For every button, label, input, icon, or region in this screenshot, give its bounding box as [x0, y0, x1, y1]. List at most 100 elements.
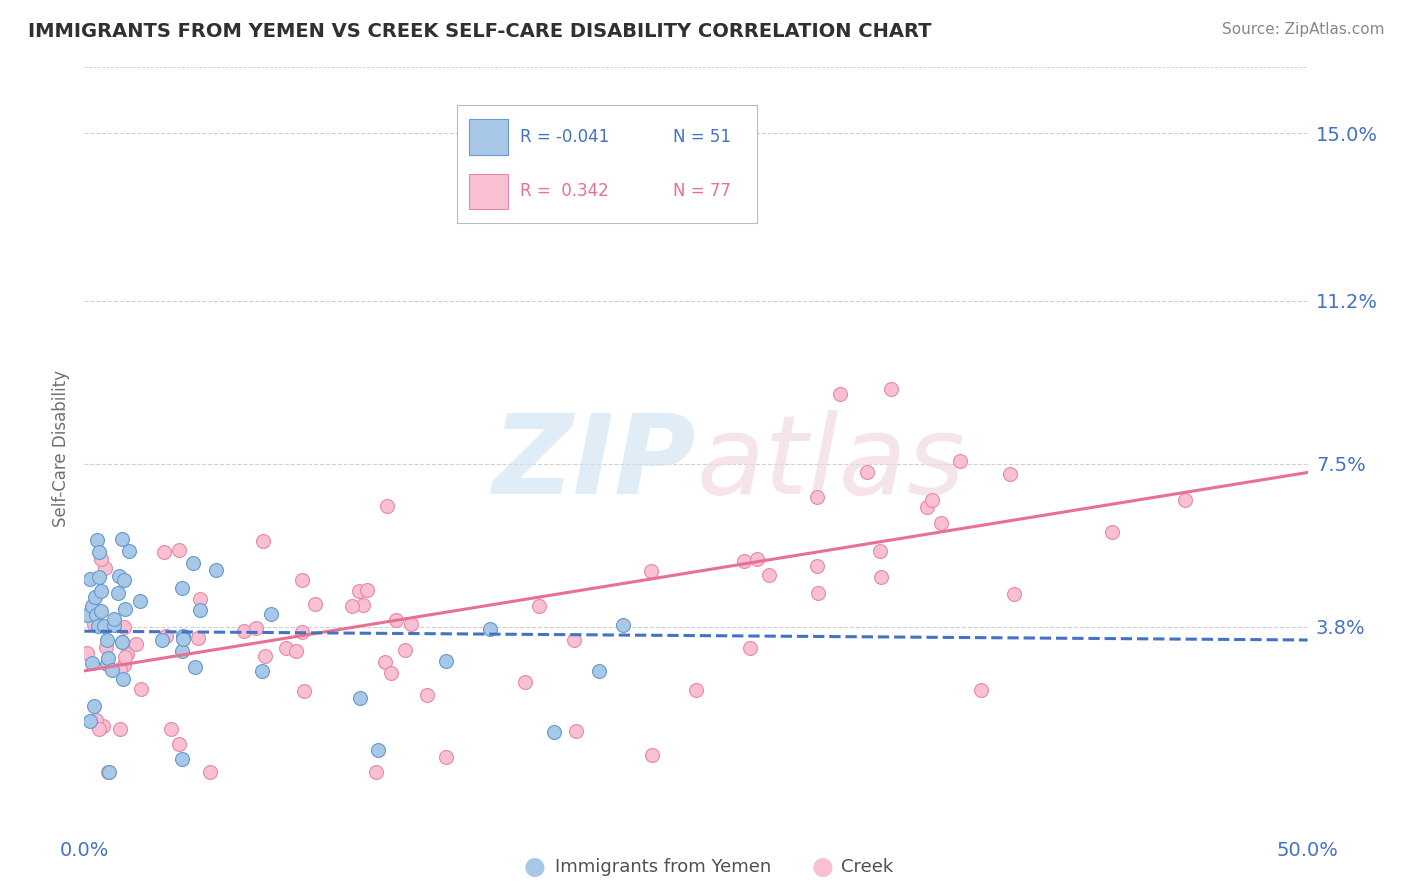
- Point: [83, 616, 105, 631]
- Point: [565, 724, 588, 739]
- Point: [170, 581, 193, 595]
- Point: [90, 604, 112, 618]
- Point: [340, 599, 363, 613]
- Point: [285, 644, 308, 658]
- Point: [807, 586, 830, 600]
- Text: atlas: atlas: [696, 410, 965, 517]
- Point: [172, 632, 194, 647]
- Point: [91, 719, 114, 733]
- Point: [380, 665, 402, 680]
- Point: [167, 543, 190, 558]
- Point: [90, 551, 112, 566]
- Point: [366, 765, 388, 780]
- Point: [869, 544, 891, 558]
- Point: [250, 664, 273, 678]
- Point: [254, 649, 277, 664]
- Point: [347, 583, 370, 598]
- Point: [915, 500, 938, 514]
- Point: [184, 660, 207, 674]
- Point: [733, 554, 755, 568]
- Point: [588, 664, 610, 678]
- Point: [89, 570, 111, 584]
- Point: [478, 622, 501, 636]
- Point: [103, 617, 125, 632]
- Point: [352, 598, 374, 612]
- Point: [513, 674, 536, 689]
- Point: [86, 533, 108, 547]
- Point: [111, 635, 134, 649]
- Point: [529, 599, 551, 613]
- Point: [89, 584, 111, 599]
- Point: [172, 752, 194, 766]
- Point: [101, 663, 124, 677]
- Point: [84, 713, 107, 727]
- Point: [745, 552, 768, 566]
- Point: [740, 640, 762, 655]
- Point: [188, 603, 211, 617]
- Point: [1174, 492, 1197, 507]
- Point: [103, 612, 125, 626]
- Point: [612, 618, 634, 632]
- Point: [998, 467, 1021, 481]
- Point: [115, 647, 138, 661]
- Point: [76, 607, 98, 622]
- Point: [259, 607, 281, 621]
- Point: [274, 640, 297, 655]
- Point: [434, 750, 457, 764]
- Text: Creek: Creek: [841, 858, 893, 876]
- Point: [79, 714, 101, 728]
- Point: [187, 632, 209, 646]
- Point: [111, 635, 134, 649]
- Point: [806, 490, 828, 504]
- Point: [200, 765, 222, 780]
- Point: [291, 624, 314, 639]
- Text: ZIP: ZIP: [492, 410, 696, 517]
- Point: [292, 684, 315, 698]
- Point: [170, 644, 193, 658]
- Point: [685, 682, 707, 697]
- Point: [640, 564, 662, 578]
- Point: [108, 569, 131, 583]
- Text: ●: ●: [811, 855, 834, 879]
- Point: [394, 643, 416, 657]
- Point: [167, 737, 190, 751]
- Point: [291, 573, 314, 587]
- Point: [84, 607, 107, 622]
- Point: [921, 493, 943, 508]
- Point: [252, 533, 274, 548]
- Point: [94, 640, 117, 655]
- Point: [125, 637, 148, 651]
- Point: [969, 683, 991, 698]
- Point: [112, 620, 135, 634]
- Point: [112, 574, 135, 588]
- Point: [129, 594, 152, 608]
- Point: [87, 722, 110, 736]
- Point: [183, 556, 205, 570]
- Point: [856, 465, 879, 479]
- Point: [87, 545, 110, 559]
- Point: [415, 688, 437, 702]
- Point: [385, 613, 408, 627]
- Point: [96, 657, 118, 671]
- Point: [83, 699, 105, 714]
- Point: [97, 765, 120, 780]
- Point: [150, 633, 173, 648]
- Point: [117, 543, 139, 558]
- Point: [434, 654, 457, 668]
- Point: [129, 682, 152, 697]
- Y-axis label: Self-Care Disability: Self-Care Disability: [52, 369, 70, 527]
- Point: [367, 743, 389, 757]
- Point: [349, 691, 371, 706]
- Point: [111, 532, 134, 546]
- Point: [375, 500, 398, 514]
- Point: [869, 570, 891, 584]
- Point: [114, 650, 136, 665]
- Point: [758, 567, 780, 582]
- Point: [245, 621, 267, 635]
- Point: [188, 592, 211, 607]
- Point: [1002, 587, 1025, 601]
- Point: [543, 192, 565, 206]
- Point: [83, 591, 105, 605]
- Point: [929, 516, 952, 530]
- Point: [641, 748, 664, 763]
